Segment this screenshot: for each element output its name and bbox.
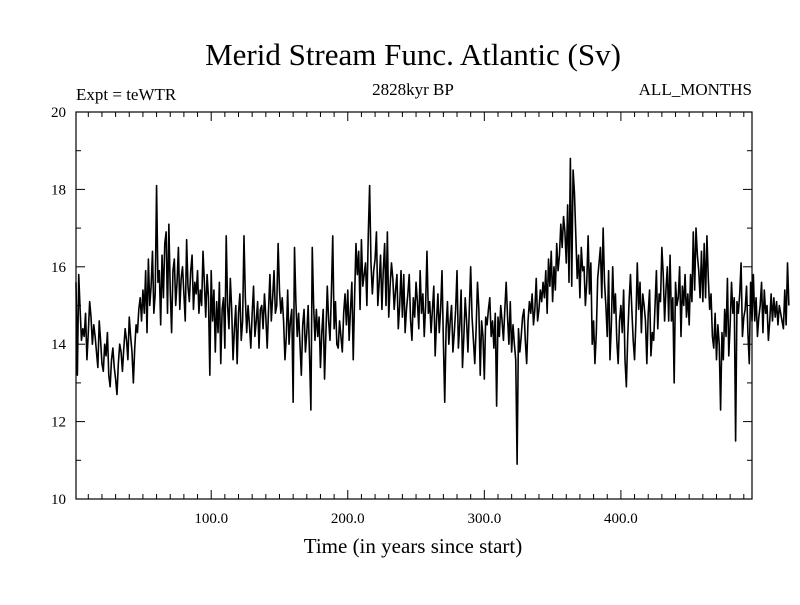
x-axis-label: Time (in years since start) [304, 534, 523, 558]
y-tick-label: 18 [51, 182, 66, 198]
axes: 10 12 14 16 18 20 100.0 200.0 300.0 400.0 [51, 105, 752, 527]
period-label: 2828kyr BP [372, 80, 454, 99]
y-tick-label: 12 [51, 415, 66, 431]
plot-frame [75, 111, 753, 500]
x-tick-label: 300.0 [467, 511, 501, 527]
y-tick-label: 20 [51, 105, 66, 121]
x-tick-label: 100.0 [194, 511, 228, 527]
x-tick-label: 200.0 [331, 511, 365, 527]
series-group [75, 157, 790, 465]
x-tick-label: 400.0 [604, 511, 638, 527]
y-tick-label: 14 [51, 337, 67, 353]
months-label: ALL_MONTHS [639, 80, 752, 99]
experiment-label: Expt = teWTR [76, 85, 177, 104]
chart-title: Merid Stream Func. Atlantic (Sv) [205, 37, 621, 72]
y-tick-label: 10 [51, 492, 66, 508]
series-line [75, 157, 790, 465]
y-tick-label: 16 [51, 260, 67, 276]
